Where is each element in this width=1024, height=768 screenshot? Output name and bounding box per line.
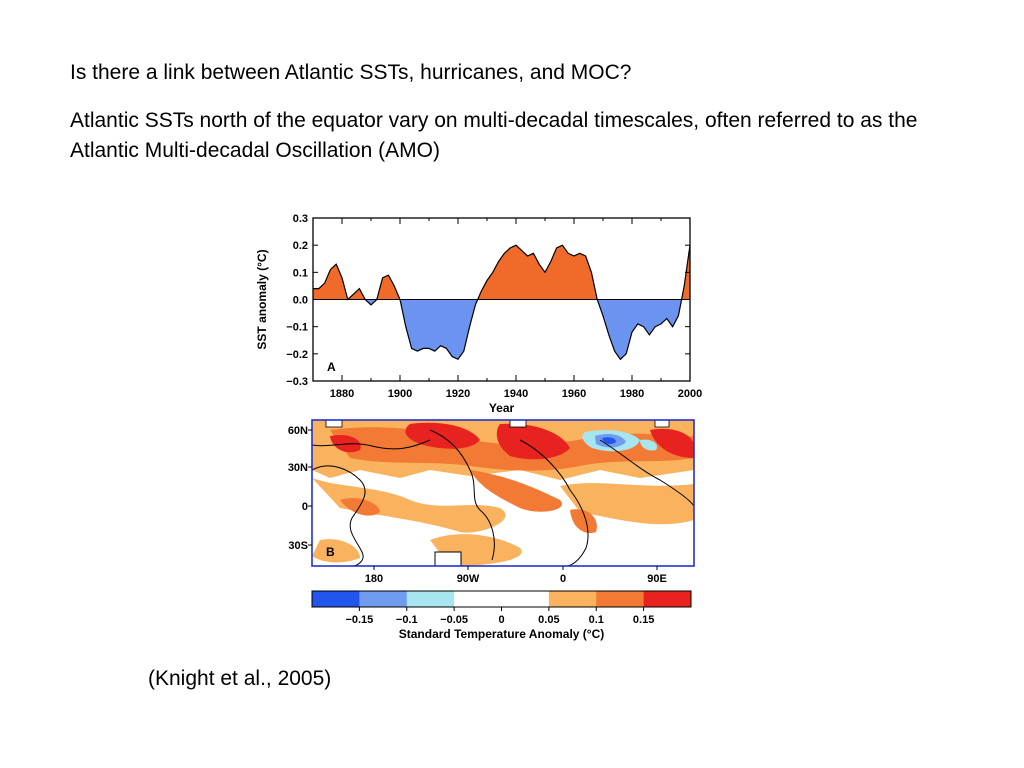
- land-mask: [434, 551, 462, 567]
- land-mask: [509, 419, 527, 428]
- colorbar: −0.15 −0.1 −0.05 0 0.05 0.1 0.15 Standard Tempe…: [311, 590, 692, 641]
- colorbar-tick-label: 0: [498, 614, 504, 626]
- colorbar-tick-label: −0.05: [440, 614, 468, 626]
- x-tick-label: 1900: [388, 388, 412, 400]
- map-frame: [311, 419, 695, 567]
- colorbar-tick-label: −0.1: [396, 614, 418, 626]
- colorbar-tick-label: 0.1: [589, 614, 604, 626]
- x-tick-label: 1980: [620, 388, 644, 400]
- positive-anomaly-area: [313, 245, 690, 300]
- coastline: [312, 465, 366, 566]
- slide-statement: Atlantic SSTs north of the equator vary …: [70, 109, 918, 162]
- anomaly-region: [602, 437, 616, 445]
- colorbar-swatch: [454, 591, 502, 607]
- anomaly-region: [470, 470, 562, 512]
- lat-tick-label: 60N: [288, 425, 308, 437]
- colorbar-swatch: [406, 591, 455, 607]
- colorbar-swatch: [501, 591, 550, 607]
- lat-tick-label: 30S: [288, 540, 308, 552]
- lon-tick-label: 0: [560, 573, 566, 585]
- colorbar-tick-label: −0.15: [345, 614, 373, 626]
- citation: (Knight et al., 2005): [148, 667, 332, 690]
- x-axis-label: Year: [489, 401, 515, 415]
- x-tick-label: 2000: [678, 388, 702, 400]
- colorbar-label: Standard Temperature Anomaly (°C): [399, 627, 605, 641]
- panel-label-b: B: [326, 545, 335, 559]
- colorbar-tick-label: 0.05: [538, 614, 559, 626]
- colorbar-tick-label: 0.15: [633, 614, 654, 626]
- sst-anomaly-timeseries: 0.3 0.2 0.1 0.0 −0.1 −0.2 −0.3 1880 1900 1920 1940…: [255, 213, 702, 415]
- land-mask: [654, 419, 670, 428]
- coastline: [599, 439, 694, 507]
- anomaly-region: [312, 539, 360, 563]
- y-axis-label: SST anomaly (°C): [255, 249, 269, 349]
- x-tick-label: 1920: [446, 388, 470, 400]
- y-tick-label: 0.0: [293, 295, 308, 307]
- panel-label-a: A: [327, 360, 336, 374]
- x-tick-label: 1960: [562, 388, 586, 400]
- coastline: [312, 439, 431, 450]
- x-tick-label: 1880: [330, 388, 354, 400]
- anomaly-region: [570, 509, 597, 534]
- slide-question: Is there a link between Atlantic SSTs, h…: [70, 61, 632, 84]
- colorbar-swatch: [643, 591, 692, 607]
- lat-tick-label: 0: [302, 501, 308, 513]
- lat-tick-label: 30N: [288, 462, 308, 474]
- anomaly-region: [650, 428, 694, 458]
- land-mask: [325, 419, 343, 428]
- lon-tick-label: 180: [365, 573, 383, 585]
- anomaly-region: [640, 439, 658, 451]
- anomaly-region: [340, 498, 380, 516]
- coastline: [429, 429, 495, 561]
- anomaly-region: [560, 483, 694, 525]
- anomaly-line: [313, 244, 691, 361]
- sst-anomaly-map: 60N 30N 0 30S 180 90W 0 90E B: [288, 419, 695, 585]
- negative-anomaly-area: [313, 299, 690, 360]
- map-anomaly-field: [312, 420, 694, 566]
- anomaly-region: [496, 423, 570, 460]
- y-tick-label: −0.3: [286, 376, 308, 388]
- y-tick-label: 0.1: [293, 267, 308, 279]
- y-tick-label: −0.1: [286, 322, 308, 334]
- anomaly-region: [312, 478, 506, 533]
- lon-tick-label: 90E: [647, 573, 667, 585]
- colorbar-swatch: [548, 591, 597, 607]
- y-tick-label: −0.2: [286, 349, 308, 361]
- colorbar-swatch: [596, 591, 645, 607]
- y-tick-label: 0.3: [293, 213, 308, 225]
- lon-tick-label: 90W: [457, 573, 480, 585]
- x-tick-label: 1940: [504, 388, 528, 400]
- colorbar-swatch: [312, 591, 360, 607]
- coastline: [519, 439, 589, 566]
- y-tick-label: 0.2: [293, 240, 308, 252]
- colorbar-swatch: [359, 591, 408, 607]
